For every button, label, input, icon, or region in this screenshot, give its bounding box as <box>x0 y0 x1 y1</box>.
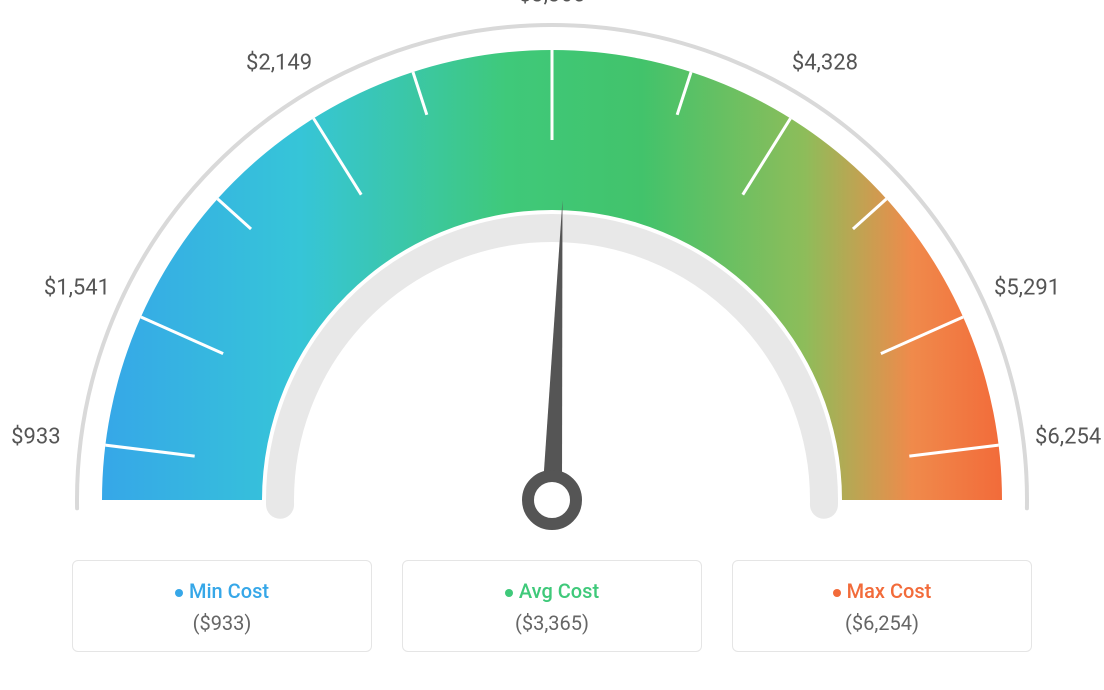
legend-card-avg: Avg Cost ($3,365) <box>402 560 702 652</box>
legend-row: Min Cost ($933) Avg Cost ($3,365) Max Co… <box>0 560 1104 652</box>
legend-value-min: ($933) <box>83 611 361 635</box>
legend-dot-avg <box>505 589 513 597</box>
gauge-tick-label: $6,254 <box>1035 424 1101 449</box>
legend-dot-min <box>175 589 183 597</box>
legend-label-max: Max Cost <box>847 579 932 603</box>
legend-label-min: Min Cost <box>189 579 269 603</box>
gauge-tick-label: $5,291 <box>994 276 1060 301</box>
legend-card-min: Min Cost ($933) <box>72 560 372 652</box>
gauge-tick-label: $3,365 <box>519 0 585 8</box>
legend-title-min: Min Cost <box>83 579 361 603</box>
legend-title-max: Max Cost <box>743 579 1021 603</box>
gauge-container: $933 $1,541 $2,149 $3,365 $4,328 $5,291 $6,254 <box>0 0 1104 550</box>
gauge-tick-label: $4,328 <box>792 51 858 76</box>
legend-value-avg: ($3,365) <box>413 611 691 635</box>
legend-card-max: Max Cost ($6,254) <box>732 560 1032 652</box>
legend-title-avg: Avg Cost <box>413 579 691 603</box>
gauge-tick-label: $2,149 <box>246 51 312 76</box>
legend-value-max: ($6,254) <box>743 611 1021 635</box>
gauge-tick-label: $933 <box>11 424 60 449</box>
gauge-chart <box>0 0 1104 550</box>
legend-dot-max <box>833 589 841 597</box>
legend-label-avg: Avg Cost <box>519 579 599 603</box>
gauge-tick-label: $1,541 <box>44 276 110 301</box>
